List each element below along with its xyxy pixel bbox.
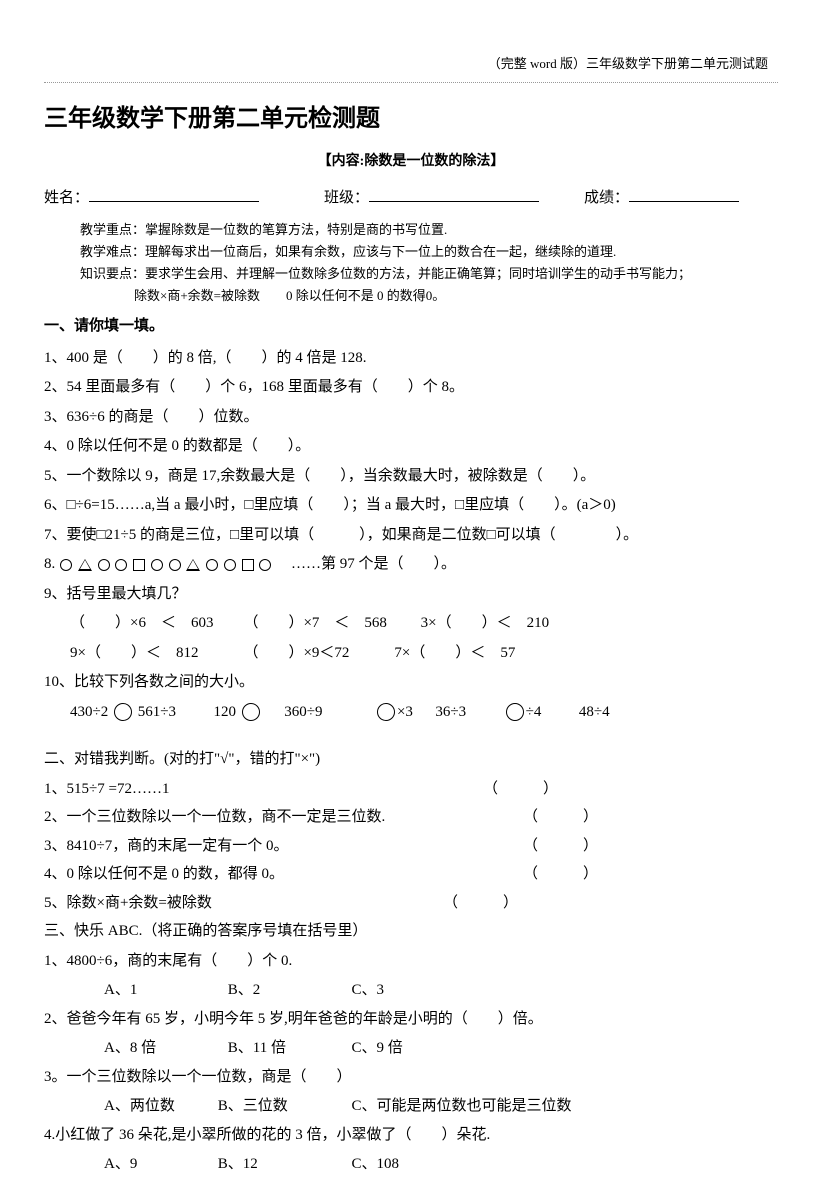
note-line: 除数×商+余数=被除数 0 除以任何不是 0 的数得0。	[134, 285, 778, 307]
triangle-icon	[78, 559, 92, 571]
q1-3: 3、636÷6 的商是（ ）位数。	[44, 403, 778, 432]
cmp-b: 561÷3	[138, 704, 176, 720]
cmp-f: 36÷3	[435, 704, 466, 720]
main-title: 三年级数学下册第二单元检测题	[44, 101, 778, 137]
q2-4-text: 4、0 除以任何不是 0 的数，都得 0。	[44, 860, 284, 889]
opt-a: A、两位数	[104, 1092, 214, 1121]
cmp-a: 430÷2	[70, 704, 108, 720]
q1-8-suffix: ……第 97 个是（ ）。	[276, 556, 456, 572]
opt-c: C、3	[352, 976, 385, 1005]
teaching-notes: 教学重点：掌握除数是一位数的笔算方法，特别是商的书写位置. 教学难点：理解每求出…	[80, 219, 778, 307]
paren-blank[interactable]: （ ）	[483, 775, 558, 804]
q3-2-opts: A、8 倍 B、11 倍 C、9 倍	[104, 1034, 778, 1063]
q1-1: 1、400 是（ ）的 8 倍,（ ）的 4 倍是 128.	[44, 344, 778, 373]
divider	[44, 82, 778, 83]
section-2-title: 二、对错我判断。(对的打"√"，错的打"×")	[44, 745, 778, 774]
opt-b: B、2	[228, 976, 348, 1005]
cmp-g: ÷4	[526, 704, 542, 720]
q1-9: 9、括号里最大填几？	[44, 580, 778, 609]
paren-blank[interactable]: （ ）	[523, 832, 598, 861]
q2-4: 4、0 除以任何不是 0 的数，都得 0。 （ ）	[44, 860, 778, 889]
q1-5: 5、一个数除以 9，商是 17,余数最大是（ ），当余数最大时，被除数是（ ）。	[44, 462, 778, 491]
square-icon	[133, 559, 145, 571]
opt-a: A、9	[104, 1150, 214, 1179]
circle-icon	[115, 559, 127, 571]
paren-blank[interactable]: （ ）	[443, 889, 518, 918]
q1-10: 10、比较下列各数之间的大小。	[44, 668, 778, 697]
cmp-c: 120	[213, 704, 236, 720]
circle-icon	[206, 559, 218, 571]
q1-4: 4、0 除以任何不是 0 的数都是（ ）。	[44, 432, 778, 461]
circle-blank-icon[interactable]	[114, 703, 132, 721]
score-label: 成绩：	[584, 187, 629, 210]
cmp-h: 48÷4	[579, 704, 610, 720]
triangle-icon	[186, 559, 200, 571]
q3-1-opts: A、1 B、2 C、3	[104, 976, 778, 1005]
circle-icon	[224, 559, 236, 571]
circle-icon	[259, 559, 271, 571]
q3-1: 1、4800÷6，商的末尾有（ ）个 0.	[44, 947, 778, 976]
score-blank[interactable]	[629, 184, 739, 202]
q2-2: 2、一个三位数除以一个一位数，商不一定是三位数. （ ）	[44, 803, 778, 832]
square-icon	[242, 559, 254, 571]
paren-blank[interactable]: （ ）	[523, 860, 598, 889]
q1-2: 2、54 里面最多有（ ）个 6，168 里面最多有（ ）个 8。	[44, 373, 778, 402]
opt-a: A、1	[104, 976, 224, 1005]
circle-icon	[98, 559, 110, 571]
note-line: 知识要点：要求学生会用、并理解一位数除多位数的方法，并能正确笔算；同时培训学生的…	[80, 263, 778, 285]
q1-7: 7、要使□21÷5 的商是三位，□里可以填（ ），如果商是二位数□可以填（ ）。	[44, 521, 778, 550]
q2-3: 3、8410÷7，商的末尾一定有一个 0。 （ ）	[44, 832, 778, 861]
note-line: 教学重点：掌握除数是一位数的笔算方法，特别是商的书写位置.	[80, 219, 778, 241]
q3-3-opts: A、两位数 B、三位数 C、可能是两位数也可能是三位数	[104, 1092, 778, 1121]
q2-2-text: 2、一个三位数除以一个一位数，商不一定是三位数.	[44, 803, 385, 832]
q2-1: 1、515÷7 =72……1 （ ）	[44, 775, 778, 804]
name-label: 姓名：	[44, 187, 89, 210]
score-field: 成绩：	[584, 184, 739, 210]
class-label: 班级：	[324, 187, 369, 210]
paren-blank[interactable]: （ ）	[523, 803, 598, 832]
name-field: 姓名：	[44, 184, 324, 210]
circle-blank-icon[interactable]	[377, 703, 395, 721]
class-field: 班级：	[324, 184, 584, 210]
q2-5: 5、除数×商+余数=被除数 （ ）	[44, 889, 778, 918]
opt-c: C、108	[352, 1150, 400, 1179]
q2-1-text: 1、515÷7 =72……1	[44, 775, 169, 804]
q1-6: 6、□÷6=15……a,当 a 最小时，□里应填（ ）；当 a 最大时，□里应填…	[44, 491, 778, 520]
opt-a: A、8 倍	[104, 1034, 224, 1063]
opt-b: B、三位数	[218, 1092, 348, 1121]
q3-4: 4.小红做了 36 朵花,是小翠所做的花的 3 倍，小翠做了（ ）朵花.	[44, 1121, 778, 1150]
q1-9a: （ ）×6 ＜ 603 （ ）×7 ＜ 568 3×（ ）＜ 210	[70, 609, 778, 638]
q2-5-text: 5、除数×商+余数=被除数	[44, 889, 212, 918]
opt-b: B、11 倍	[228, 1034, 348, 1063]
header-note: （完整 word 版）三年级数学下册第二单元测试题	[44, 54, 778, 74]
circle-blank-icon[interactable]	[506, 703, 524, 721]
opt-c: C、可能是两位数也可能是三位数	[352, 1092, 572, 1121]
note-line: 教学难点：理解每求出一位商后，如果有余数，应该与下一位上的数合在一起，继续除的道…	[80, 241, 778, 263]
circle-icon	[151, 559, 163, 571]
class-blank[interactable]	[369, 184, 539, 202]
circle-blank-icon[interactable]	[242, 703, 260, 721]
q3-3: 3。一个三位数除以一个一位数，商是（ ）	[44, 1063, 778, 1092]
opt-c: C、9 倍	[352, 1034, 403, 1063]
q1-10-row: 430÷2 561÷3 120 360÷9 ×3 36÷3 ÷4 48÷4	[70, 698, 778, 727]
q1-8-prefix: 8.	[44, 556, 55, 572]
circle-icon	[169, 559, 181, 571]
section-1-title: 一、请你填一填。	[44, 315, 778, 338]
q3-2: 2、爸爸今年有 65 岁，小明今年 5 岁,明年爸爸的年龄是小明的（ ）倍。	[44, 1005, 778, 1034]
info-row: 姓名： 班级： 成绩：	[44, 184, 778, 210]
name-blank[interactable]	[89, 184, 259, 202]
circle-icon	[60, 559, 72, 571]
q2-3-text: 3、8410÷7，商的末尾一定有一个 0。	[44, 832, 288, 861]
subtitle: 【内容:除数是一位数的除法】	[44, 151, 778, 172]
q1-8: 8. ……第 97 个是（ ）。	[44, 550, 778, 579]
cmp-e: ×3	[397, 704, 413, 720]
cmp-d: 360÷9	[284, 704, 322, 720]
opt-b: B、12	[218, 1150, 348, 1179]
section-3-title: 三、快乐 ABC.（将正确的答案序号填在括号里）	[44, 917, 778, 946]
q3-4-opts: A、9 B、12 C、108	[104, 1150, 778, 1179]
q1-9b: 9×（ ）＜ 812 （ ）×9＜72 7×（ ）＜ 57	[70, 639, 778, 668]
